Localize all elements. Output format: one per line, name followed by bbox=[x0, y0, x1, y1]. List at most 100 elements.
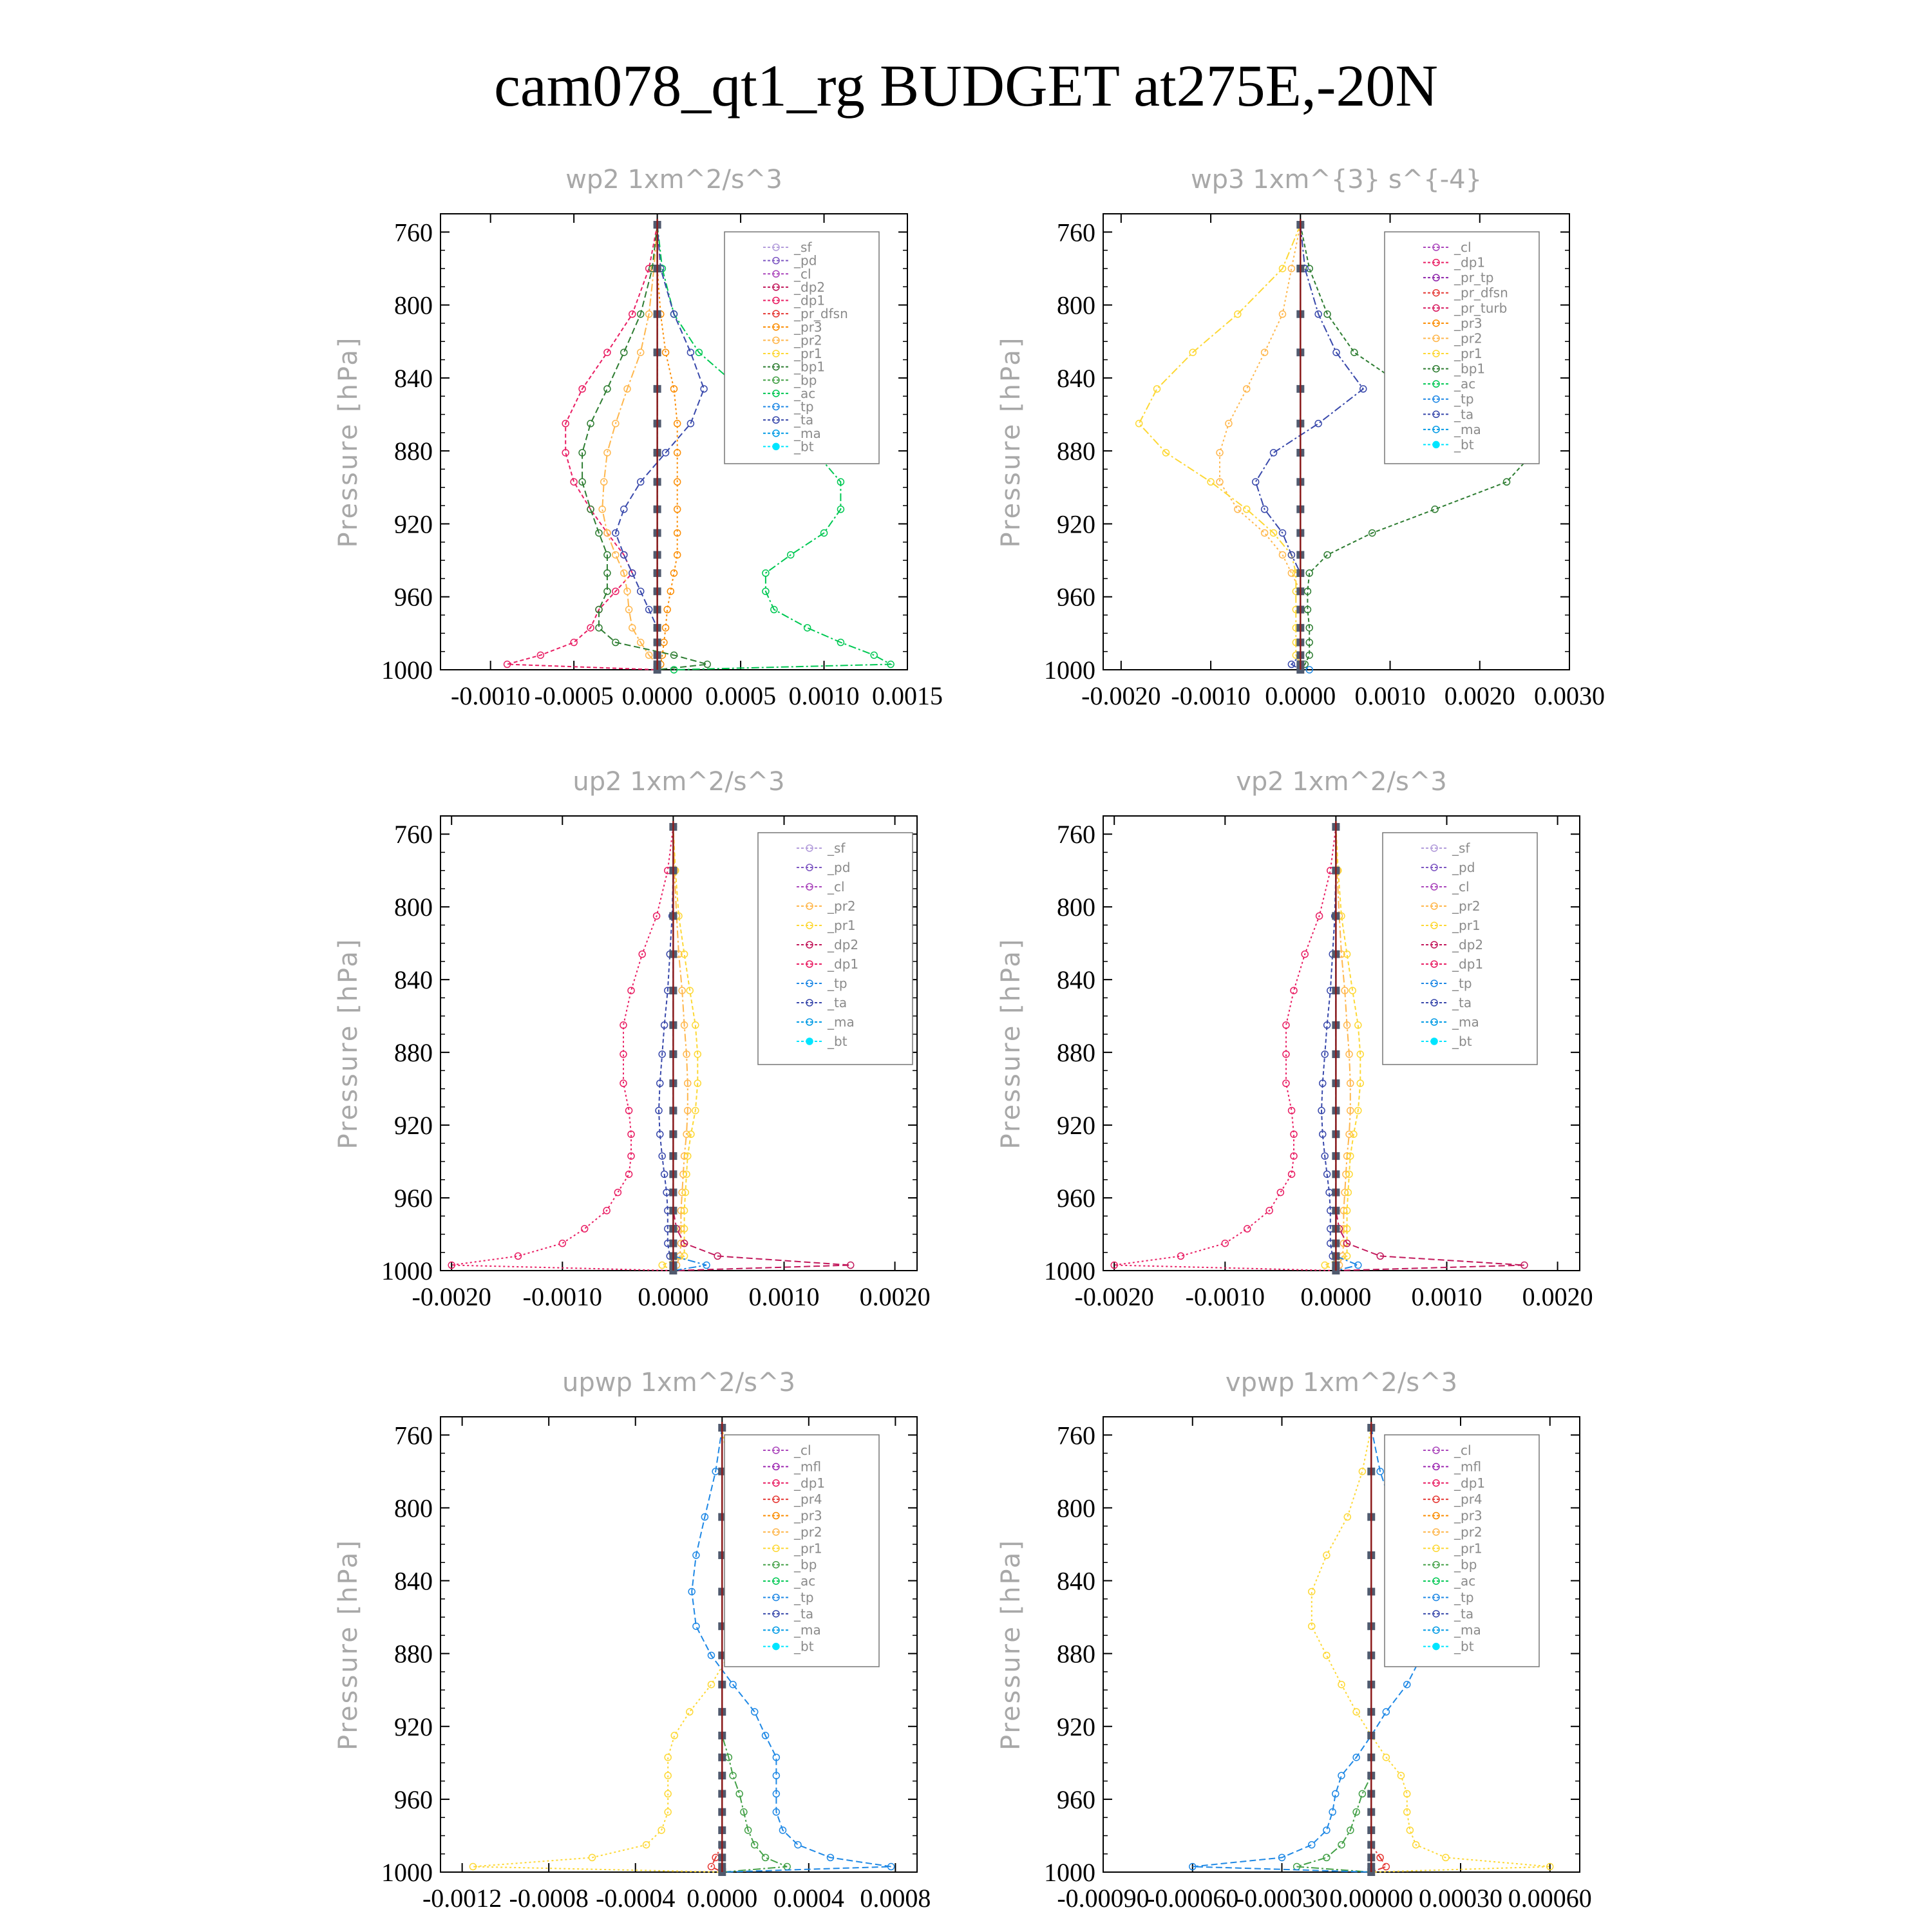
legend-entry: _ac bbox=[793, 1573, 815, 1589]
data-point bbox=[770, 605, 778, 614]
legend-entry: _ta bbox=[1452, 995, 1472, 1010]
data-point bbox=[620, 551, 628, 559]
legend-entry: _dp1 bbox=[827, 956, 858, 972]
data-point bbox=[661, 449, 670, 457]
legend-entry: _pr1 bbox=[827, 918, 856, 933]
x-tick-label: 0.0015 bbox=[872, 681, 943, 710]
legend-marker bbox=[1430, 922, 1438, 929]
legend-entry: _pr3 bbox=[1454, 1508, 1482, 1524]
data-point bbox=[694, 1050, 702, 1058]
legend-entry: _cl bbox=[793, 1443, 811, 1458]
legend-entry: _bt bbox=[1452, 1034, 1472, 1049]
data-point bbox=[846, 1261, 855, 1269]
x-tick-label: -0.0020 bbox=[412, 1282, 491, 1311]
data-point bbox=[695, 348, 703, 356]
data-point bbox=[787, 551, 795, 559]
legend-entry: _bp bbox=[1454, 1557, 1477, 1573]
data-point bbox=[1303, 587, 1312, 595]
y-tick-label: 840 bbox=[1057, 364, 1095, 393]
data-point bbox=[744, 1826, 752, 1834]
x-tick-label: -0.00030 bbox=[1236, 1884, 1328, 1913]
legend-marker bbox=[772, 270, 780, 278]
data-point bbox=[652, 912, 661, 920]
data-point bbox=[598, 506, 606, 513]
data-point bbox=[514, 1252, 522, 1260]
x-tick-label: -0.00090 bbox=[1057, 1884, 1149, 1913]
legend-marker bbox=[806, 960, 813, 968]
legend-entry: _tp bbox=[1454, 1589, 1474, 1605]
legend-marker bbox=[1432, 410, 1440, 419]
series-line bbox=[660, 826, 699, 1271]
legend-entry: _tp bbox=[1452, 976, 1472, 991]
data-point bbox=[1345, 1170, 1353, 1179]
data-point bbox=[1354, 1261, 1362, 1269]
data-point bbox=[603, 551, 611, 559]
data-point bbox=[772, 1808, 781, 1816]
x-tick-label: 0.0004 bbox=[773, 1884, 844, 1913]
legend-entry: _dp1 bbox=[1454, 255, 1485, 270]
legend-entry: _pr1 bbox=[793, 1540, 822, 1556]
y-tick-label: 840 bbox=[394, 1567, 433, 1596]
data-point bbox=[1318, 1106, 1325, 1115]
legend-marker bbox=[1432, 1446, 1440, 1454]
data-point bbox=[612, 638, 620, 647]
legend-marker bbox=[772, 1446, 780, 1454]
data-point bbox=[664, 1790, 672, 1798]
data-point bbox=[620, 1079, 627, 1087]
data-point bbox=[612, 419, 620, 428]
data-point bbox=[673, 506, 681, 513]
data-point bbox=[1354, 1106, 1362, 1115]
data-point bbox=[1260, 506, 1269, 513]
data-point bbox=[627, 1130, 635, 1138]
data-point bbox=[887, 660, 895, 668]
legend-entry: _pr1 bbox=[1452, 918, 1481, 933]
legend-entry: _cl bbox=[1454, 1443, 1472, 1458]
data-point bbox=[1135, 419, 1143, 428]
data-point bbox=[1350, 348, 1358, 356]
y-tick-label: 920 bbox=[1057, 1712, 1095, 1741]
x-tick-label: 0.0020 bbox=[1522, 1282, 1593, 1311]
data-point bbox=[1207, 478, 1215, 486]
panel-title: up2 1xm^2/s^3 bbox=[573, 767, 784, 797]
data-point bbox=[1442, 1853, 1450, 1862]
data-point bbox=[1260, 348, 1269, 356]
data-point bbox=[692, 1021, 699, 1029]
data-point bbox=[687, 348, 695, 356]
data-point bbox=[678, 987, 686, 994]
legend-entry: _bp bbox=[793, 372, 817, 388]
data-point bbox=[703, 1261, 710, 1269]
legend-entry: _bp bbox=[793, 1557, 817, 1573]
y-tick-label: 840 bbox=[394, 965, 433, 994]
y-tick-label: 1000 bbox=[1044, 656, 1095, 685]
data-point bbox=[762, 587, 770, 595]
data-point bbox=[578, 478, 586, 486]
data-point bbox=[1153, 385, 1161, 393]
data-point bbox=[1347, 1152, 1354, 1160]
data-point bbox=[1305, 624, 1313, 632]
data-point bbox=[636, 587, 645, 595]
data-point bbox=[595, 605, 603, 614]
legend-marker bbox=[1432, 426, 1440, 433]
legend-marker bbox=[1432, 1495, 1440, 1503]
data-point bbox=[1323, 1551, 1331, 1559]
y-tick-label: 880 bbox=[394, 1038, 433, 1067]
data-point bbox=[663, 605, 671, 614]
x-tick-label: 0.0000 bbox=[687, 1884, 757, 1913]
data-point bbox=[1251, 478, 1260, 486]
legend-entry: _mfl bbox=[1454, 1459, 1481, 1474]
y-tick-label: 960 bbox=[1057, 1785, 1095, 1814]
data-point bbox=[1221, 1239, 1229, 1247]
data-point bbox=[600, 478, 608, 486]
panel-title: vpwp 1xm^2/s^3 bbox=[1226, 1368, 1457, 1397]
y-axis-label: Pressure [hPa] bbox=[334, 938, 363, 1150]
data-point bbox=[707, 1862, 715, 1871]
data-point bbox=[1243, 506, 1251, 513]
data-point bbox=[1301, 950, 1309, 958]
legend-entry: _bp1 bbox=[1454, 361, 1485, 377]
data-point bbox=[1318, 1130, 1327, 1138]
data-point bbox=[673, 551, 681, 559]
data-point bbox=[1323, 1021, 1331, 1029]
plot-frame bbox=[1103, 213, 1570, 670]
data-point bbox=[645, 605, 653, 614]
legend-marker bbox=[772, 1544, 780, 1553]
